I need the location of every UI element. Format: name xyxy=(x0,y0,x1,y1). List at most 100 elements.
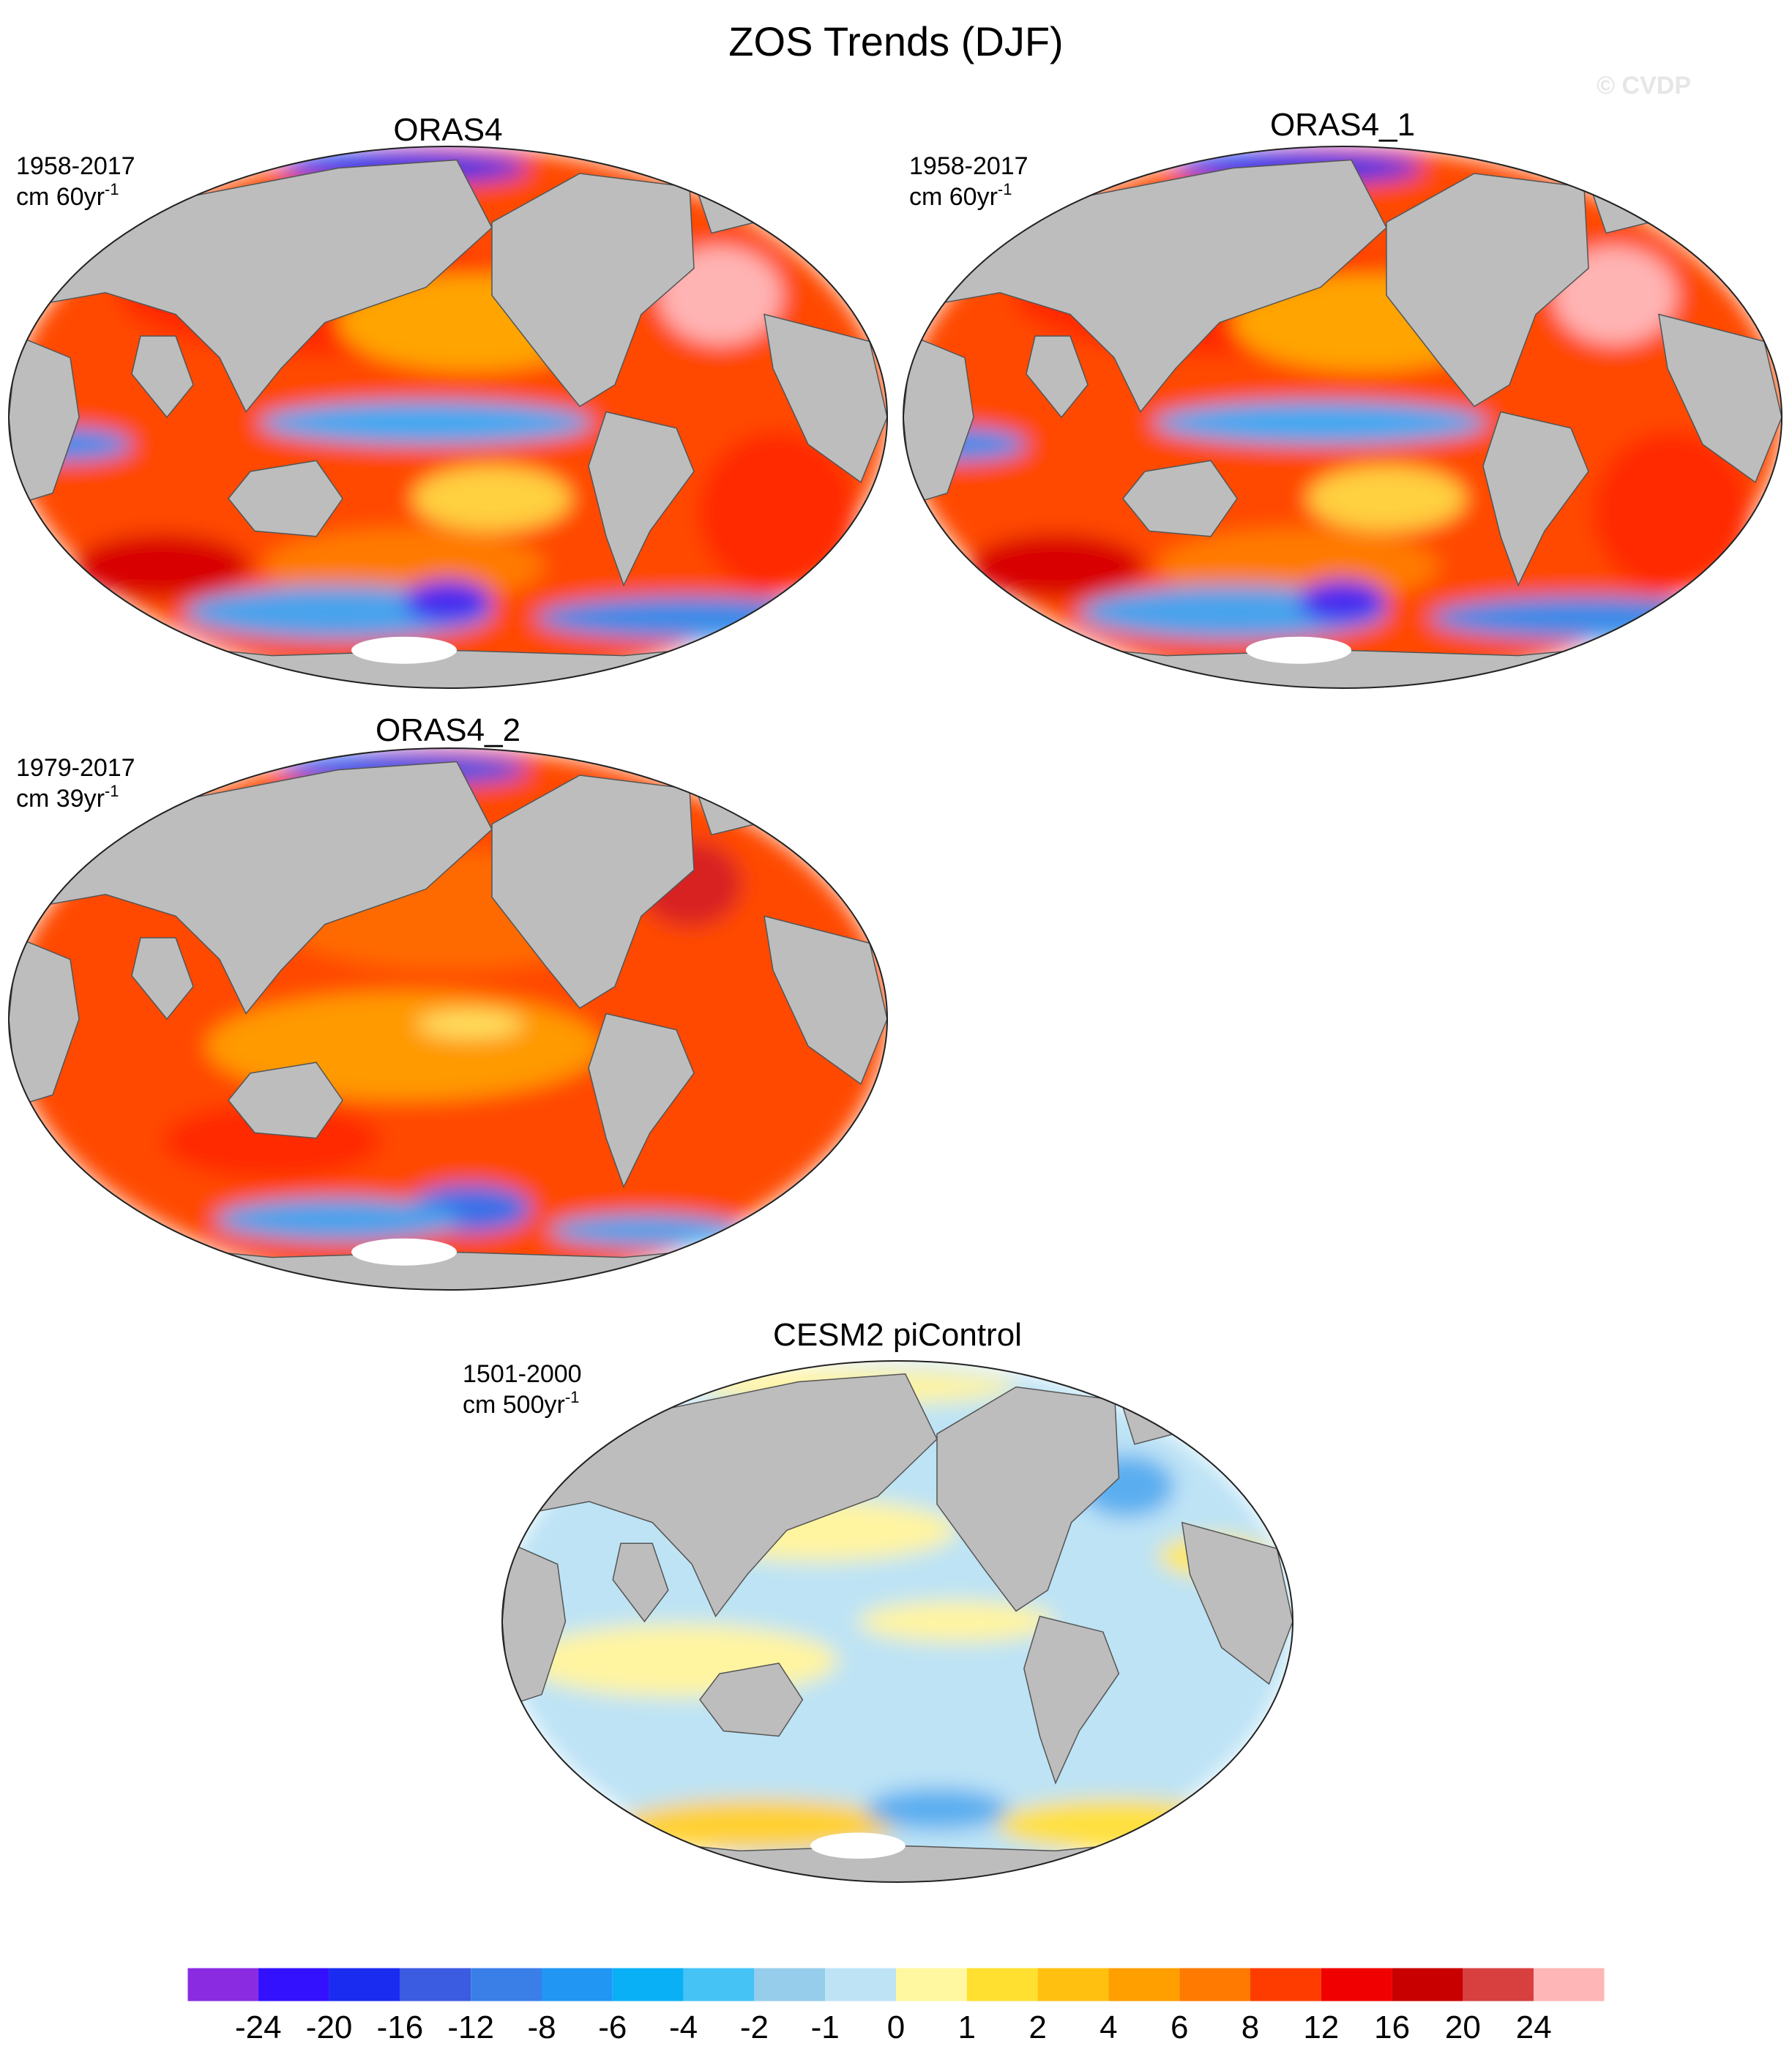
colorbar-tick-label: 2 xyxy=(1028,2010,1046,2045)
colorbar-swatch xyxy=(1037,1968,1109,2001)
colorbar-swatch xyxy=(471,1968,542,2001)
trend-region xyxy=(1299,580,1386,624)
panel-units-sup: -1 xyxy=(105,782,119,800)
trend-region xyxy=(969,534,1145,599)
land-northAmerica xyxy=(1386,173,1589,408)
land-africa xyxy=(903,335,974,505)
trend-region xyxy=(1593,430,1751,594)
colorbar-frame xyxy=(187,1967,1605,2002)
trend-region xyxy=(698,430,856,594)
panel-title: ORAS4_1 xyxy=(1270,107,1415,143)
colorbar-swatch xyxy=(400,1968,471,2001)
colorbar-tick-label: -24 xyxy=(235,2010,282,2045)
land-africa xyxy=(502,1542,567,1706)
trend-field xyxy=(903,146,1782,688)
colorbar-swatch xyxy=(966,1968,1038,2001)
colorbar-tick-label: 6 xyxy=(1171,2010,1188,2045)
colorbar-swatch xyxy=(896,1968,967,2001)
trend-field xyxy=(502,1361,1293,1882)
land-australia xyxy=(228,1061,343,1139)
map-outline xyxy=(8,146,888,689)
land-india xyxy=(131,335,194,419)
trend-field xyxy=(9,146,887,688)
colorbar-swatch xyxy=(1534,1968,1605,2001)
land-northAmerica xyxy=(936,1386,1120,1612)
trend-region xyxy=(865,1788,1009,1830)
panel-units-sup: -1 xyxy=(565,1388,580,1406)
land-southAmerica xyxy=(588,1012,695,1189)
land-southAmerica xyxy=(588,411,695,587)
colorbar-swatch xyxy=(612,1968,684,2001)
trend-region xyxy=(549,1214,742,1247)
trend-region xyxy=(1154,400,1487,445)
colorbar-swatch xyxy=(1179,1968,1250,2001)
map-outline xyxy=(501,1360,1293,1883)
trend-region xyxy=(413,466,571,531)
panel-period: 1958-2017 xyxy=(16,152,135,180)
panel-units: cm 39yr-1 xyxy=(16,782,119,813)
panel-units: cm 500yr-1 xyxy=(463,1388,579,1419)
panel-units-base: cm 60yr xyxy=(16,183,105,211)
colorbar-tick-label: -6 xyxy=(598,2010,627,2045)
colorbar-swatch xyxy=(542,1968,613,2001)
panel-units: cm 60yr-1 xyxy=(909,180,1012,211)
land-australia xyxy=(228,460,343,537)
colorbar-tick-label: -20 xyxy=(306,2010,353,2045)
panel-units-base: cm 39yr xyxy=(16,785,105,813)
panel-units-base: cm 500yr xyxy=(463,1391,565,1419)
colorbar-swatch xyxy=(1463,1968,1534,2001)
trend-region xyxy=(259,400,593,445)
trend-region xyxy=(404,580,492,624)
colorbar-tick-label: 0 xyxy=(887,2010,905,2045)
panel-title: ORAS4 xyxy=(393,112,502,148)
colorbar-tick-label: -8 xyxy=(527,2010,556,2045)
land-india xyxy=(612,1542,669,1623)
panel-units: cm 60yr-1 xyxy=(16,180,119,211)
colorbar-tick-label: 16 xyxy=(1374,2010,1410,2045)
land-india xyxy=(131,937,194,1020)
land-australia xyxy=(1122,460,1238,537)
land-northAmerica xyxy=(491,775,695,1010)
colorbar-swatch xyxy=(258,1968,329,2001)
colorbar-swatch xyxy=(825,1968,896,2001)
panel-units-sup: -1 xyxy=(998,180,1012,198)
trend-region xyxy=(215,1198,461,1242)
colorbar-swatch xyxy=(329,1968,400,2001)
land-africa xyxy=(9,335,80,505)
land-australia xyxy=(699,1663,804,1737)
ice-shelf xyxy=(1246,636,1351,664)
ice-shelf xyxy=(810,1832,906,1859)
trend-region xyxy=(1307,466,1466,531)
colorbar-tick-label: -1 xyxy=(811,2010,840,2045)
trend-region xyxy=(536,596,843,640)
ice-shelf xyxy=(351,636,457,664)
figure-title: ZOS Trends (DJF) xyxy=(728,18,1063,64)
colorbar-swatch xyxy=(754,1968,826,2001)
panel-period: 1958-2017 xyxy=(909,152,1028,180)
colorbar-tick-label: -2 xyxy=(740,2010,769,2045)
colorbar-tick-label: -4 xyxy=(669,2010,698,2045)
colorbar-swatch xyxy=(187,1968,258,2001)
colorbar-tick-label: 8 xyxy=(1242,2010,1259,2045)
colorbar-tick-label: 20 xyxy=(1445,2010,1481,2045)
watermark: © CVDP xyxy=(1597,72,1691,100)
land-africa xyxy=(9,936,80,1107)
panel-period: 1979-2017 xyxy=(16,754,135,782)
colorbar-swatch xyxy=(1250,1968,1321,2001)
colorbar-tick-label: 24 xyxy=(1516,2010,1552,2045)
trend-region xyxy=(1430,596,1738,640)
trend-region xyxy=(417,1010,523,1038)
ice-shelf xyxy=(351,1238,457,1266)
colorbar-tick-label: 4 xyxy=(1100,2010,1117,2045)
trend-region xyxy=(858,1600,1056,1643)
land-southAmerica xyxy=(1023,1616,1120,1785)
panel-period: 1501-2000 xyxy=(463,1360,582,1388)
panel-units-sup: -1 xyxy=(105,180,119,198)
colorbar-swatch xyxy=(1392,1968,1463,2001)
trend-field xyxy=(9,748,887,1290)
trend-region xyxy=(996,1799,1233,1851)
